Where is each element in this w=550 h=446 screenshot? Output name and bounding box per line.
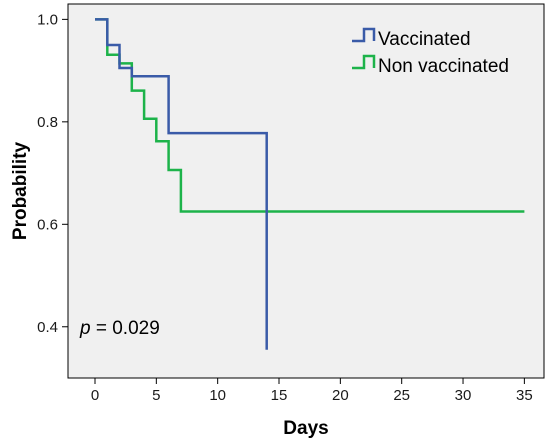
x-tick-label-6: 30 <box>455 387 472 404</box>
x-tick-label-1: 5 <box>152 387 160 404</box>
p-value: = 0.029 <box>91 318 160 339</box>
legend-swatch-vaccinated <box>352 27 376 43</box>
plot-area <box>67 3 545 379</box>
x-axis-title: Days <box>283 418 328 439</box>
legend: Vaccinated Non vaccinated <box>352 27 509 77</box>
y-tick-label-1: 0.6 <box>37 216 58 233</box>
y-tick-label-0: 0.4 <box>37 319 58 336</box>
x-tick-label-5: 25 <box>393 387 410 404</box>
x-tick-label-7: 35 <box>516 387 533 404</box>
y-tick-label-2: 0.8 <box>37 114 58 131</box>
axes: 0 5 10 15 20 25 30 35 0.4 0.6 0.8 1.0 <box>37 11 533 404</box>
legend-swatches <box>352 27 376 70</box>
legend-swatch-non-vaccinated <box>352 54 376 70</box>
p-value-annotation: p = 0.029 <box>79 318 160 339</box>
series-layer <box>95 18 525 350</box>
x-tick-label-4: 20 <box>332 387 349 404</box>
legend-label-non-vaccinated: Non vaccinated <box>378 56 509 77</box>
x-tick-label-3: 15 <box>271 387 288 404</box>
x-tick-label-2: 10 <box>209 387 226 404</box>
x-tick-label-0: 0 <box>91 387 99 404</box>
p-symbol: p <box>79 318 91 339</box>
y-axis-title: Probability <box>10 141 31 240</box>
y-tick-label-3: 1.0 <box>37 11 58 28</box>
series-line-non-vaccinated <box>95 18 525 213</box>
legend-label-vaccinated: Vaccinated <box>378 29 471 50</box>
series-line-vaccinated <box>95 18 268 350</box>
